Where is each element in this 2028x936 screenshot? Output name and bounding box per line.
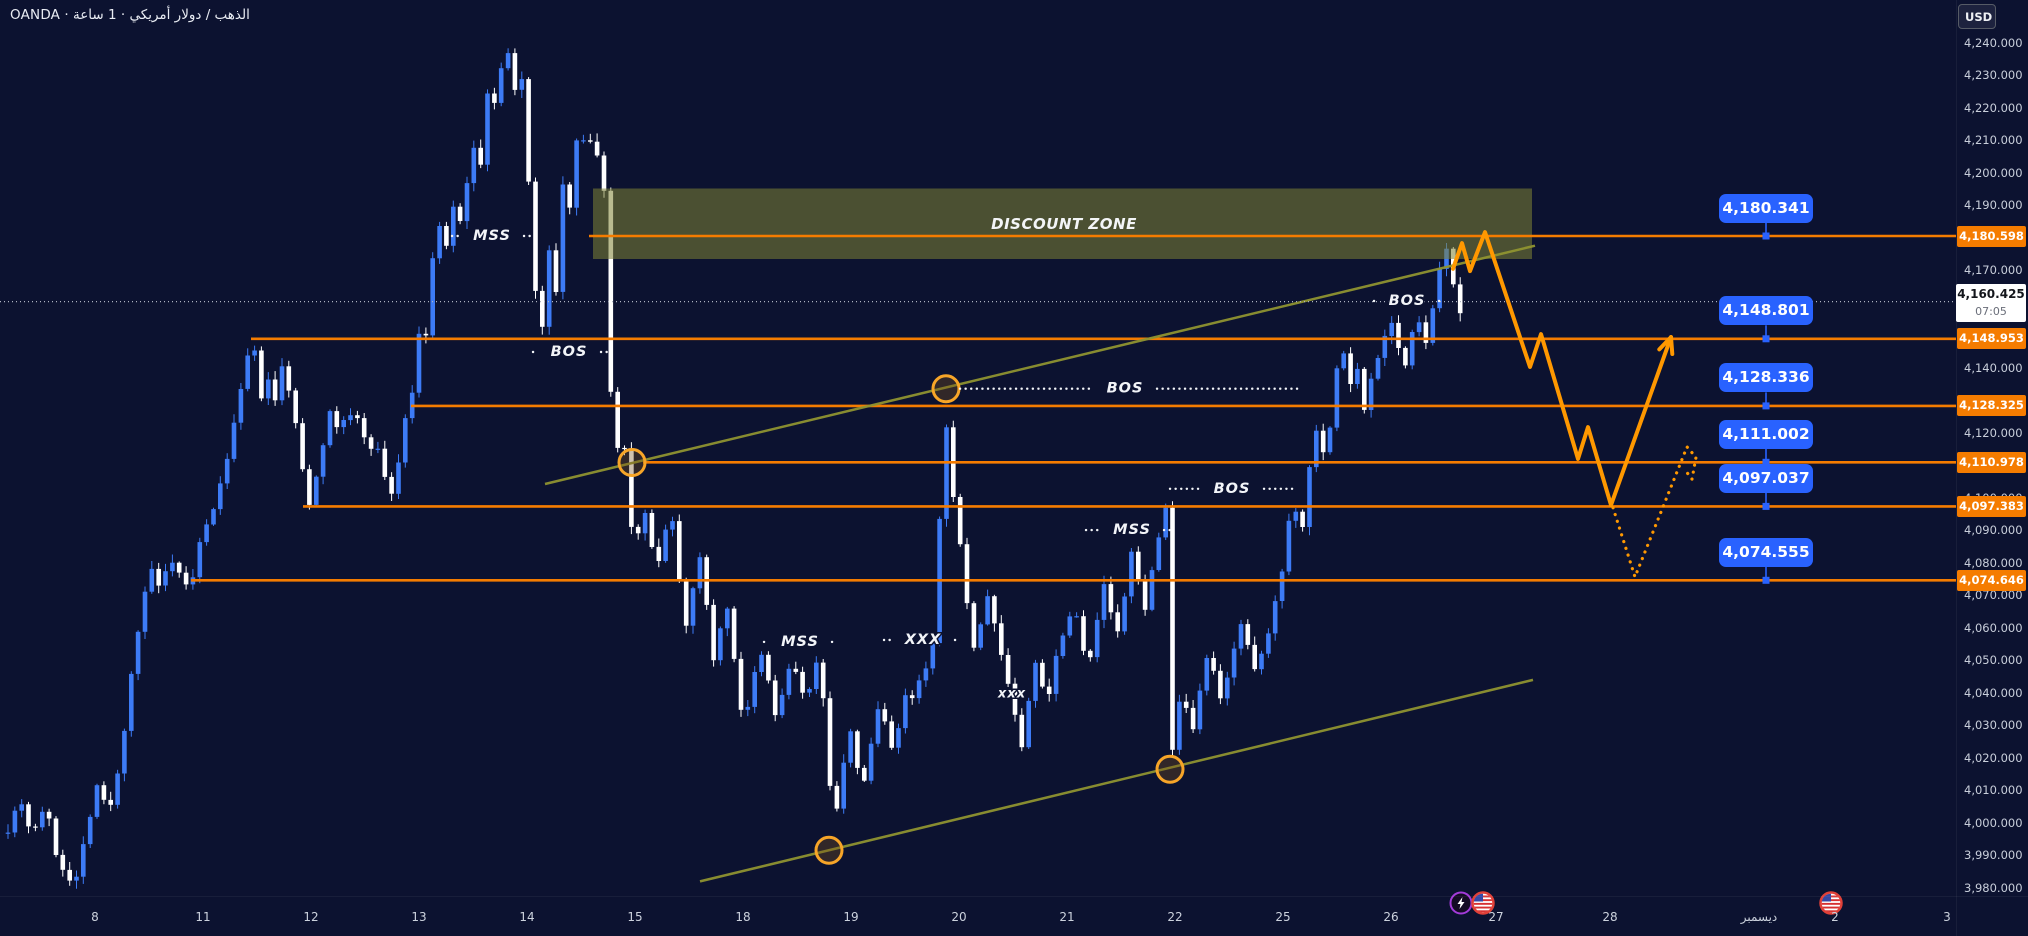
discount-zone-label: DISCOUNT ZONE (991, 215, 1137, 233)
price-tick-label: 4,070.000 (1964, 588, 2023, 602)
highlight-circle[interactable] (931, 374, 961, 404)
time-tick-label: 19 (843, 910, 859, 924)
axis-price-label: 4,148.953 (1957, 328, 2026, 349)
price-tag-handle[interactable] (1762, 458, 1770, 466)
price-tag[interactable]: 4,097.037 (1719, 464, 1813, 493)
bar-countdown: 07:05 (1975, 305, 2007, 318)
time-tick-label: 28 (1602, 910, 1618, 924)
annotation-bos[interactable]: BOS (1372, 292, 1446, 311)
price-tick-label: 4,050.000 (1964, 653, 2023, 667)
svg-text:MSS: MSS (781, 634, 819, 650)
price-tag[interactable]: 4,074.555 (1719, 538, 1813, 567)
price-tick-label: 4,080.000 (1964, 556, 2023, 570)
time-tick-label: 26 (1383, 910, 1399, 924)
svg-text:BOS: BOS (1214, 481, 1251, 497)
trendline[interactable] (544, 244, 1536, 486)
price-tick-label: 3,990.000 (1964, 848, 2023, 862)
svg-text:XXX: XXX (904, 632, 942, 648)
axis-price-label: 4,097.383 (1957, 496, 2026, 517)
current-price-value: 4,160.425 (1957, 287, 2025, 301)
price-tag[interactable]: 4,111.002 (1719, 420, 1813, 449)
svg-text:xxx: xxx (997, 686, 1026, 701)
price-tick-label: 4,030.000 (1964, 718, 2023, 732)
axis-price-label: 4,180.598 (1957, 226, 2026, 247)
annotation-bos[interactable]: BOS (958, 379, 1302, 398)
price-tick-label: 4,200.000 (1964, 166, 2023, 180)
axis-price-label: 4,110.978 (1957, 452, 2026, 473)
price-tag-handle[interactable] (1762, 402, 1770, 410)
price-tick-label: 4,090.000 (1964, 523, 2023, 537)
economic-event-icon[interactable] (1819, 891, 1843, 915)
price-tick-label: 4,230.000 (1964, 68, 2023, 82)
time-tick-label: 20 (951, 910, 967, 924)
highlight-circle[interactable] (1155, 754, 1185, 784)
projection-path[interactable] (1451, 230, 1673, 508)
highlight-circle[interactable] (617, 448, 647, 477)
time-tick-label: 27 (1488, 910, 1504, 924)
highlight-circle[interactable] (814, 835, 844, 865)
price-tag-handle[interactable] (1762, 232, 1770, 240)
candlestick-series (5, 48, 1463, 889)
price-axis-separator (1956, 0, 1957, 936)
price-tag-handle[interactable] (1762, 502, 1770, 510)
svg-text:BOS: BOS (1107, 381, 1144, 397)
annotation-bos[interactable]: BOS (1168, 479, 1296, 498)
time-tick-label: ديسمبر (1740, 910, 1778, 924)
time-tick-label: 3 (1943, 910, 1951, 924)
price-tick-label: 4,120.000 (1964, 426, 2023, 440)
price-tag-handle[interactable] (1762, 576, 1770, 584)
time-tick-label: 15 (627, 910, 643, 924)
price-tick-label: 3,980.000 (1964, 881, 2023, 895)
discount-zone[interactable] (593, 188, 1532, 260)
annotation-mss[interactable]: MSS (450, 227, 534, 246)
annotation-mss[interactable]: MSS (1084, 521, 1174, 540)
annotation-xxx[interactable]: XXX (882, 631, 962, 650)
price-tick-label: 4,210.000 (1964, 133, 2023, 147)
time-tick-label: 2 (1831, 910, 1839, 924)
projection-arrowhead (1657, 335, 1673, 352)
price-tick-label: 4,060.000 (1964, 621, 2023, 635)
time-tick-label: 14 (519, 910, 535, 924)
svg-text:MSS: MSS (1113, 522, 1151, 538)
economic-event-icon[interactable] (1471, 891, 1495, 915)
time-tick-label: 22 (1167, 910, 1183, 924)
price-tick-label: 4,240.000 (1964, 36, 2023, 50)
price-tick-label: 4,000.000 (1964, 816, 2023, 830)
price-tick-label: 4,010.000 (1964, 783, 2023, 797)
annotation-bos[interactable]: BOS (531, 343, 614, 362)
time-tick-label: 12 (303, 910, 319, 924)
price-tag[interactable]: 4,128.336 (1719, 363, 1813, 392)
time-tick-label: 13 (411, 910, 427, 924)
svg-text:BOS: BOS (551, 344, 588, 360)
price-tag[interactable]: 4,148.801 (1719, 296, 1813, 325)
axis-price-label: 4,128.325 (1957, 395, 2026, 416)
svg-text:BOS: BOS (1389, 293, 1426, 309)
trendline[interactable] (699, 678, 1534, 883)
svg-text:MSS: MSS (473, 228, 511, 244)
time-tick-label: 18 (735, 910, 751, 924)
time-axis-separator (0, 896, 2028, 897)
currency-toggle-button[interactable]: USD (1958, 4, 1996, 29)
symbol-legend[interactable]: الذهب / دولار أمريكي · 1 ساعة · OANDA (10, 7, 250, 23)
price-tick-label: 4,140.000 (1964, 361, 2023, 375)
projection-path-dotted[interactable] (1611, 445, 1698, 579)
price-tick-label: 4,190.000 (1964, 198, 2023, 212)
price-tick-label: 4,040.000 (1964, 686, 2023, 700)
price-tick-label: 4,170.000 (1964, 263, 2023, 277)
annotation-mss[interactable]: MSS (762, 632, 838, 651)
time-tick-label: 8 (91, 910, 99, 924)
time-tick-label: 21 (1059, 910, 1075, 924)
price-tag-handle[interactable] (1762, 335, 1770, 343)
price-tick-label: 4,020.000 (1964, 751, 2023, 765)
current-price-label: 4,160.425 07:05 (1956, 284, 2026, 322)
annotation-xxx[interactable]: xxx (995, 685, 1026, 703)
time-tick-label: 25 (1275, 910, 1291, 924)
time-tick-label: 11 (195, 910, 211, 924)
price-tag[interactable]: 4,180.341 (1719, 194, 1813, 223)
projection-arrowhead (1669, 335, 1675, 356)
axis-price-label: 4,074.646 (1957, 570, 2026, 591)
price-tick-label: 4,220.000 (1964, 101, 2023, 115)
